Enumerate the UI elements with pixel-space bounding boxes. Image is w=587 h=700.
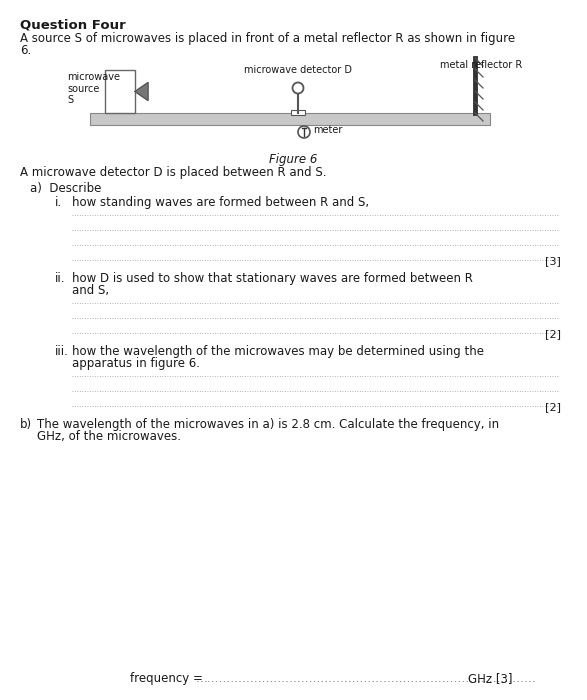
Text: GHz [3]: GHz [3] [468, 672, 512, 685]
Text: apparatus in figure 6.: apparatus in figure 6. [72, 357, 200, 370]
Text: A microwave detector D is placed between R and S.: A microwave detector D is placed between… [20, 166, 326, 179]
Text: [2]: [2] [545, 402, 561, 412]
Bar [90, 113, 490, 125]
Text: how standing waves are formed between R and S,: how standing waves are formed between R … [72, 196, 369, 209]
Text: i.: i. [55, 196, 62, 209]
Bar [105, 70, 135, 113]
Text: [2]: [2] [545, 329, 561, 339]
Bar [291, 110, 305, 115]
Text: The wavelength of the microwaves in a) is 2.8 cm. Calculate the frequency, in: The wavelength of the microwaves in a) i… [37, 418, 499, 431]
Text: b): b) [20, 418, 32, 431]
Text: how D is used to show that stationary waves are formed between R: how D is used to show that stationary wa… [72, 272, 473, 285]
Text: a)  Describe: a) Describe [30, 182, 102, 195]
Text: how the wavelength of the microwaves may be determined using the: how the wavelength of the microwaves may… [72, 345, 484, 358]
Text: ……………………………………………………………………………: …………………………………………………………………………… [196, 672, 537, 685]
Text: meter: meter [313, 125, 342, 135]
Text: Figure 6: Figure 6 [269, 153, 317, 166]
Text: 6.: 6. [20, 44, 31, 57]
Circle shape [292, 83, 303, 94]
Text: and S,: and S, [72, 284, 109, 297]
Polygon shape [135, 83, 148, 101]
Text: microwave detector D: microwave detector D [244, 65, 352, 75]
Text: ii.: ii. [55, 272, 66, 285]
Text: metal reflector R: metal reflector R [440, 60, 522, 70]
Text: [3]: [3] [545, 256, 561, 266]
Circle shape [298, 126, 310, 138]
Text: A source S of microwaves is placed in front of a metal reflector R as shown in f: A source S of microwaves is placed in fr… [20, 32, 515, 45]
Text: GHz, of the microwaves.: GHz, of the microwaves. [37, 430, 181, 443]
Text: microwave
source
S: microwave source S [67, 72, 120, 105]
Text: Question Four: Question Four [20, 18, 126, 31]
Text: frequency =: frequency = [130, 672, 207, 685]
Text: iii.: iii. [55, 345, 69, 358]
